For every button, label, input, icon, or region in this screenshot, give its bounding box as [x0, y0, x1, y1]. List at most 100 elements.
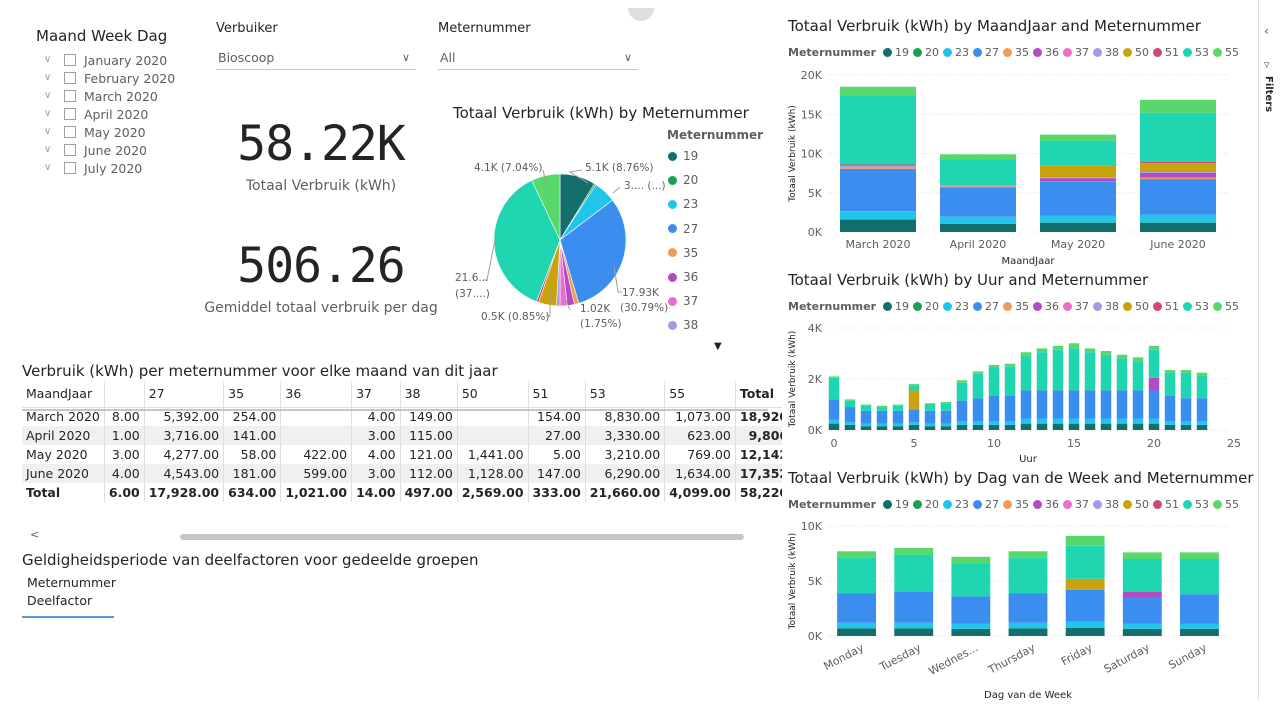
bar-segment-55[interactable] — [1065, 535, 1105, 546]
bar-segment-23[interactable] — [1068, 418, 1080, 424]
bar-segment-53[interactable] — [840, 95, 916, 165]
bar-segment-55[interactable] — [894, 548, 934, 555]
bar-segment-55[interactable] — [1100, 350, 1112, 355]
legend-item[interactable]: 38 — [1093, 300, 1119, 313]
bar-segment-19[interactable] — [951, 628, 991, 636]
bar-segment-53[interactable] — [837, 557, 876, 594]
bar-segment-27[interactable] — [908, 409, 920, 423]
bar-segment-55[interactable] — [1068, 343, 1080, 349]
bar-segment-36[interactable] — [1140, 172, 1216, 178]
bar-segment-53[interactable] — [1122, 559, 1162, 592]
bar-segment-55[interactable] — [908, 384, 920, 386]
legend-item[interactable]: 23 — [943, 46, 969, 59]
bar-segment-23[interactable] — [876, 423, 888, 427]
date-slicer-item[interactable]: ∨ March 2020 — [44, 87, 158, 105]
bar-segment-55[interactable] — [956, 380, 968, 383]
bar-segment-27[interactable] — [988, 395, 1000, 422]
bar-segment-23[interactable] — [1004, 421, 1016, 425]
pie-legend-item[interactable]: 37 — [668, 294, 698, 308]
bar-segment-19[interactable] — [1068, 423, 1080, 431]
chevron-down-icon[interactable]: ∨ — [44, 54, 52, 65]
checkbox[interactable] — [64, 90, 76, 102]
date-slicer-item[interactable]: ∨ June 2020 — [44, 141, 147, 159]
bar-segment-27[interactable] — [1140, 179, 1216, 215]
checkbox[interactable] — [64, 54, 76, 66]
funnel-icon[interactable]: ▿ — [1264, 58, 1270, 71]
bar-segment-19[interactable] — [1140, 222, 1216, 232]
bar-segment-27[interactable] — [924, 410, 936, 424]
legend-item[interactable]: 55 — [1213, 300, 1239, 313]
bar-segment-23[interactable] — [1036, 418, 1048, 424]
legend-item[interactable]: 38 — [1093, 498, 1119, 511]
legend-item[interactable]: 19 — [883, 46, 909, 59]
bar-segment-19[interactable] — [1122, 628, 1162, 636]
bar-segment-53[interactable] — [1140, 112, 1216, 163]
bar-segment-27[interactable] — [844, 407, 856, 423]
bar-segment-27[interactable] — [1036, 390, 1048, 419]
bar-segment-27[interactable] — [956, 400, 968, 422]
bar-segment-23[interactable] — [1180, 623, 1219, 629]
bar-segment-27[interactable] — [1196, 398, 1208, 422]
checkbox[interactable] — [64, 108, 76, 120]
scrollbar-thumb[interactable] — [180, 534, 744, 540]
bar-segment-19[interactable] — [1100, 423, 1112, 431]
bar-segment-51[interactable] — [840, 164, 916, 166]
bar-segment-23[interactable] — [1052, 418, 1064, 424]
bar-segment-19[interactable] — [1180, 628, 1219, 636]
legend-item[interactable]: 55 — [1213, 46, 1239, 59]
legend-item[interactable]: 19 — [883, 300, 909, 313]
bar-segment-23[interactable] — [940, 423, 952, 427]
bar-segment-27[interactable] — [1164, 395, 1176, 422]
bar-segment-55[interactable] — [1084, 348, 1096, 353]
bar-segment-35[interactable] — [840, 166, 916, 169]
bar-segment-53[interactable] — [940, 403, 952, 411]
legend-item[interactable]: 35 — [1003, 300, 1029, 313]
bar-segment-53[interactable] — [972, 373, 984, 399]
bar-segment-23[interactable] — [892, 423, 904, 427]
bar-segment-51[interactable] — [1140, 162, 1216, 164]
bar-segment-53[interactable] — [1052, 349, 1064, 391]
bar-segment-19[interactable] — [1008, 628, 1048, 636]
bar-segment-20[interactable] — [840, 219, 916, 220]
legend-item[interactable]: 36 — [1033, 300, 1059, 313]
legend-item[interactable]: 51 — [1153, 46, 1179, 59]
bar-segment-23[interactable] — [940, 216, 1016, 224]
bar-segment-23[interactable] — [860, 423, 872, 427]
bar-segment-19[interactable] — [1132, 423, 1144, 431]
bar-segment-23[interactable] — [1020, 418, 1032, 424]
pie-legend-item[interactable]: 20 — [668, 173, 698, 187]
bar-segment-27[interactable] — [940, 187, 1016, 217]
bar-segment-23[interactable] — [956, 421, 968, 425]
bar-segment-19[interactable] — [1004, 424, 1016, 430]
bar-segment-23[interactable] — [1196, 421, 1208, 425]
bar-segment-23[interactable] — [1084, 418, 1096, 424]
legend-item[interactable]: 36 — [1033, 498, 1059, 511]
chevron-down-icon[interactable]: ∨ — [44, 108, 52, 119]
bar-segment-55[interactable] — [860, 404, 872, 406]
bar-segment-19[interactable] — [876, 426, 888, 430]
bar-segment-23[interactable] — [894, 622, 934, 629]
bar-segment-19[interactable] — [894, 628, 934, 636]
bar-segment-19[interactable] — [908, 424, 920, 430]
bar-segment-19[interactable] — [840, 219, 916, 232]
legend-item[interactable]: 37 — [1063, 498, 1089, 511]
bar-segment-27[interactable] — [894, 592, 934, 623]
bar-segment-19[interactable] — [1116, 423, 1128, 431]
date-slicer-item[interactable]: ∨ April 2020 — [44, 105, 148, 123]
pie-slice-55[interactable] — [531, 173, 561, 241]
bar-segment-23[interactable] — [951, 623, 991, 629]
bar-segment-19[interactable] — [1065, 627, 1105, 636]
chevron-down-icon[interactable]: ∨ — [44, 126, 52, 137]
legend-item[interactable]: 23 — [943, 300, 969, 313]
bar-segment-27[interactable] — [1180, 398, 1192, 422]
bar-segment-53[interactable] — [1180, 559, 1219, 595]
bar-segment-53[interactable] — [894, 554, 934, 592]
bar-segment-55[interactable] — [1008, 551, 1048, 558]
bar-segment-27[interactable] — [972, 398, 984, 422]
meternummer-dropdown[interactable]: All ∨ — [438, 46, 638, 70]
bar-segment-55[interactable] — [892, 404, 904, 406]
bar-segment-55[interactable] — [840, 86, 916, 96]
bar-segment-19[interactable] — [988, 424, 1000, 430]
bar-segment-27[interactable] — [860, 410, 872, 424]
legend-item[interactable]: 20 — [913, 46, 939, 59]
